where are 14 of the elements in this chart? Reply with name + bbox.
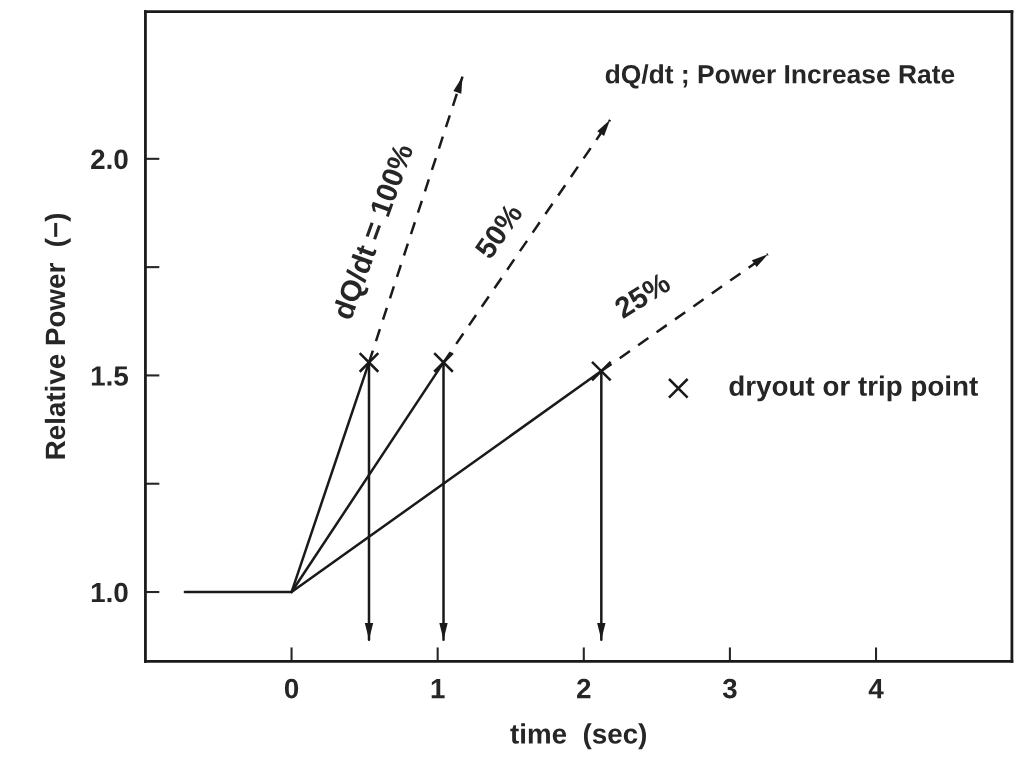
x-axis-title: time (sec) (510, 723, 646, 750)
annotation: dQ/dt ; Power Increase Rate (605, 64, 955, 89)
annotation: 25% (612, 271, 672, 320)
y-axis-title: Relative Power (−) (44, 213, 71, 459)
x-tick-label: 3 (722, 678, 737, 699)
legend-label: dryout or trip point (729, 375, 978, 402)
y-tick-label: 2.0 (91, 149, 128, 170)
y-tick-label: 1.0 (91, 582, 128, 603)
x-tick-label: 0 (284, 678, 299, 699)
annotation: dQ/dt = 100% (331, 142, 419, 323)
y-tick-label: 1.5 (91, 366, 128, 386)
x-tick-label: 1 (431, 679, 445, 699)
x-tick-label: 2 (577, 678, 591, 699)
x-tick-label: 4 (868, 679, 884, 699)
